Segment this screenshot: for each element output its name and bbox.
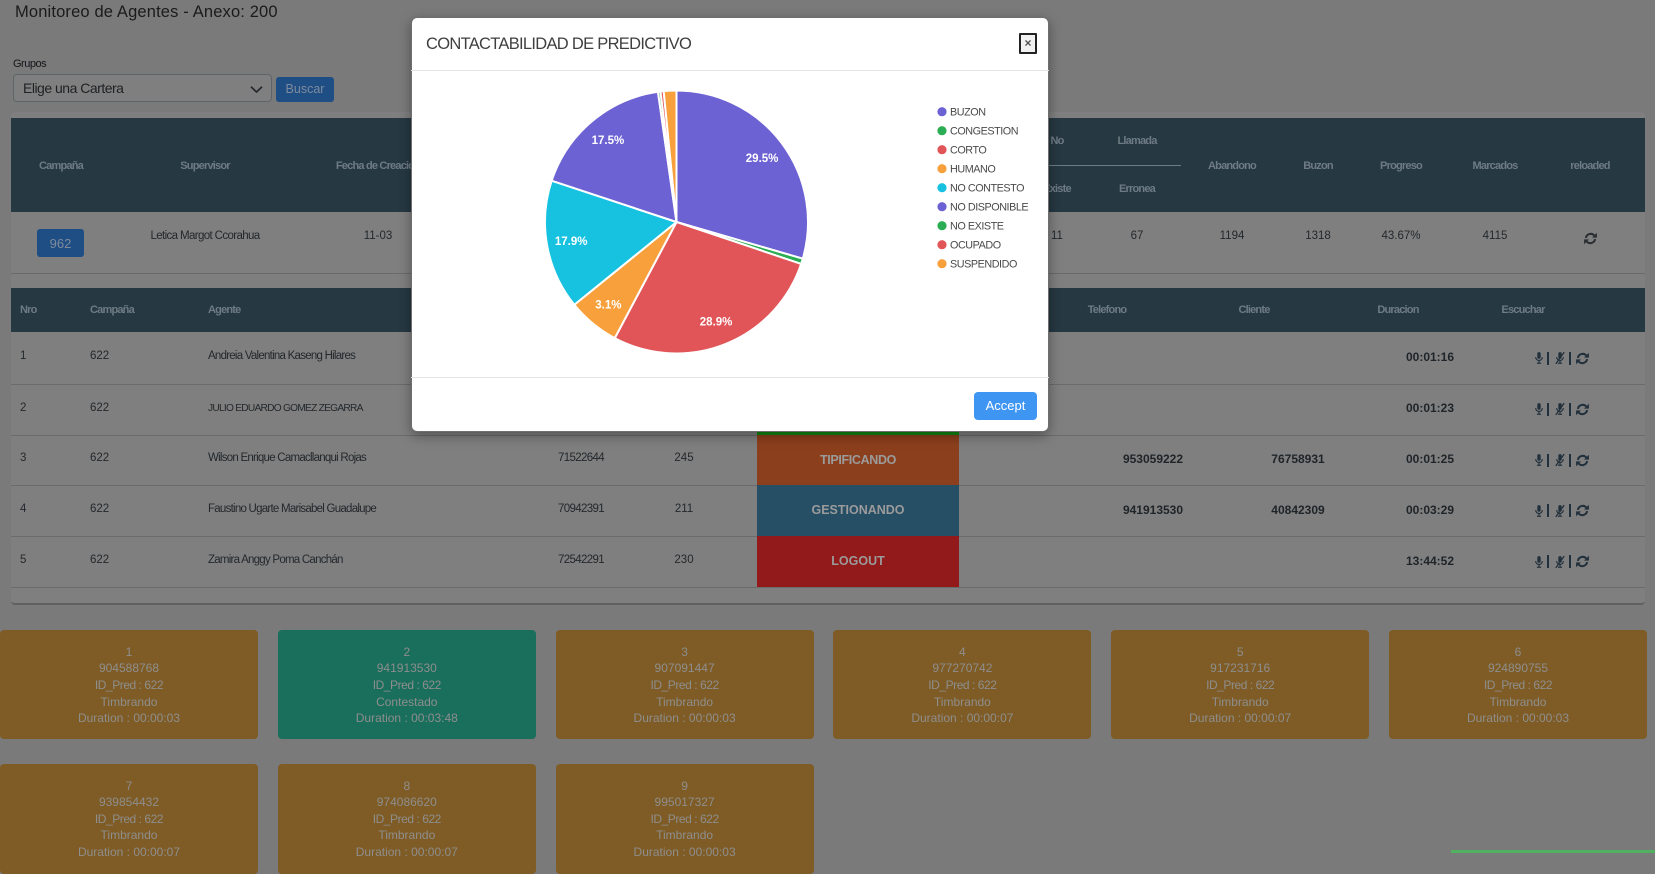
svg-text:28.9%: 28.9% <box>700 316 733 328</box>
svg-text:17.9%: 17.9% <box>555 236 588 248</box>
svg-text:CORTO: CORTO <box>950 144 986 156</box>
svg-text:3.1%: 3.1% <box>595 300 621 312</box>
svg-text:29.5%: 29.5% <box>746 153 779 165</box>
svg-text:HUMANO: HUMANO <box>950 163 995 175</box>
svg-text:CONGESTION: CONGESTION <box>950 125 1018 137</box>
svg-text:17.5%: 17.5% <box>592 135 625 147</box>
svg-text:NO DISPONIBLE: NO DISPONIBLE <box>950 201 1028 213</box>
svg-text:SUSPENDIDO: SUSPENDIDO <box>950 258 1017 270</box>
svg-text:OCUPADO: OCUPADO <box>950 239 1001 251</box>
svg-text:BUZON: BUZON <box>950 106 986 118</box>
svg-text:NO CONTESTO: NO CONTESTO <box>950 182 1024 194</box>
svg-text:NO EXISTE: NO EXISTE <box>950 220 1004 232</box>
